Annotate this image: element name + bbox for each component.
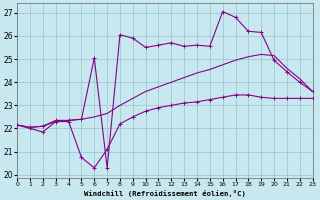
X-axis label: Windchill (Refroidissement éolien,°C): Windchill (Refroidissement éolien,°C) — [84, 190, 246, 197]
